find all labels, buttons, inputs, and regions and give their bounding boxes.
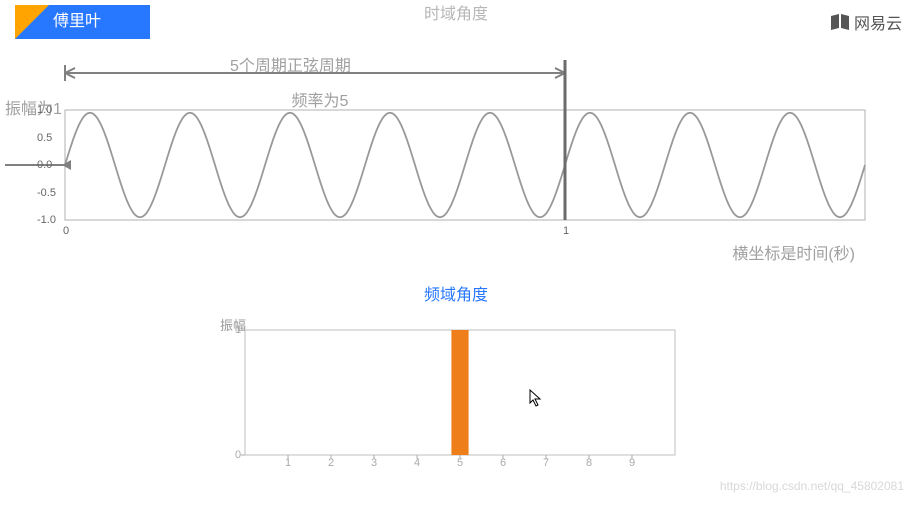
bar-xtick: 7	[543, 457, 549, 469]
amplitude-label: 振幅为1	[5, 95, 62, 119]
bar-chart	[245, 330, 675, 465]
sine-xtick: 0	[63, 225, 69, 237]
bar-xtick: 5	[457, 457, 463, 469]
bar-xtick: 9	[629, 457, 635, 469]
sine-ytick: -1.0	[37, 214, 56, 226]
bar-ylabel: 振幅	[220, 315, 246, 334]
bar-ytick: 1	[235, 324, 241, 336]
bar-xtick: 3	[371, 457, 377, 469]
sine-ytick: 0.5	[37, 132, 52, 144]
bar-ytick: 0	[235, 449, 241, 461]
freq-domain-title: 频域角度	[0, 281, 912, 305]
bar-xtick: 8	[586, 457, 592, 469]
sine-ytick: -0.5	[37, 187, 56, 199]
sine-xtick: 1	[563, 225, 569, 237]
bar-xtick: 1	[285, 457, 291, 469]
x-axis-label: 横坐标是时间(秒)	[732, 240, 855, 264]
bar-xtick: 6	[500, 457, 506, 469]
sine-ytick: 1.0	[37, 104, 52, 116]
bar-xtick: 4	[414, 457, 420, 469]
sine-chart	[65, 55, 865, 230]
watermark: https://blog.csdn.net/qq_45802081	[720, 479, 904, 493]
sine-ytick: 0.0	[37, 159, 52, 171]
time-domain-title: 时域角度	[0, 0, 912, 24]
bar-xtick: 2	[328, 457, 334, 469]
